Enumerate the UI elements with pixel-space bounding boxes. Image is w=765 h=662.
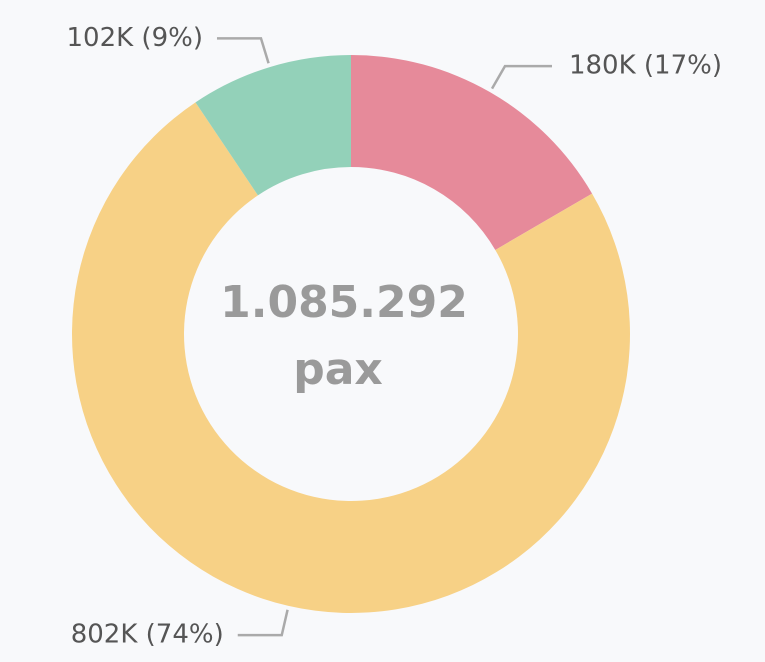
- leader-line: [490, 64, 552, 90]
- data-label: 802K (74%): [71, 620, 224, 650]
- data-label: 102K (9%): [66, 23, 202, 53]
- leader-line: [237, 609, 289, 637]
- leader-line: [216, 37, 270, 64]
- center-unit: pax: [293, 344, 383, 395]
- donut-slice: [71, 102, 630, 613]
- donut-slice: [351, 55, 593, 250]
- donut-slice: [195, 55, 351, 196]
- center-total: 1.085.292: [220, 277, 468, 328]
- data-label: 180K (17%): [569, 51, 722, 81]
